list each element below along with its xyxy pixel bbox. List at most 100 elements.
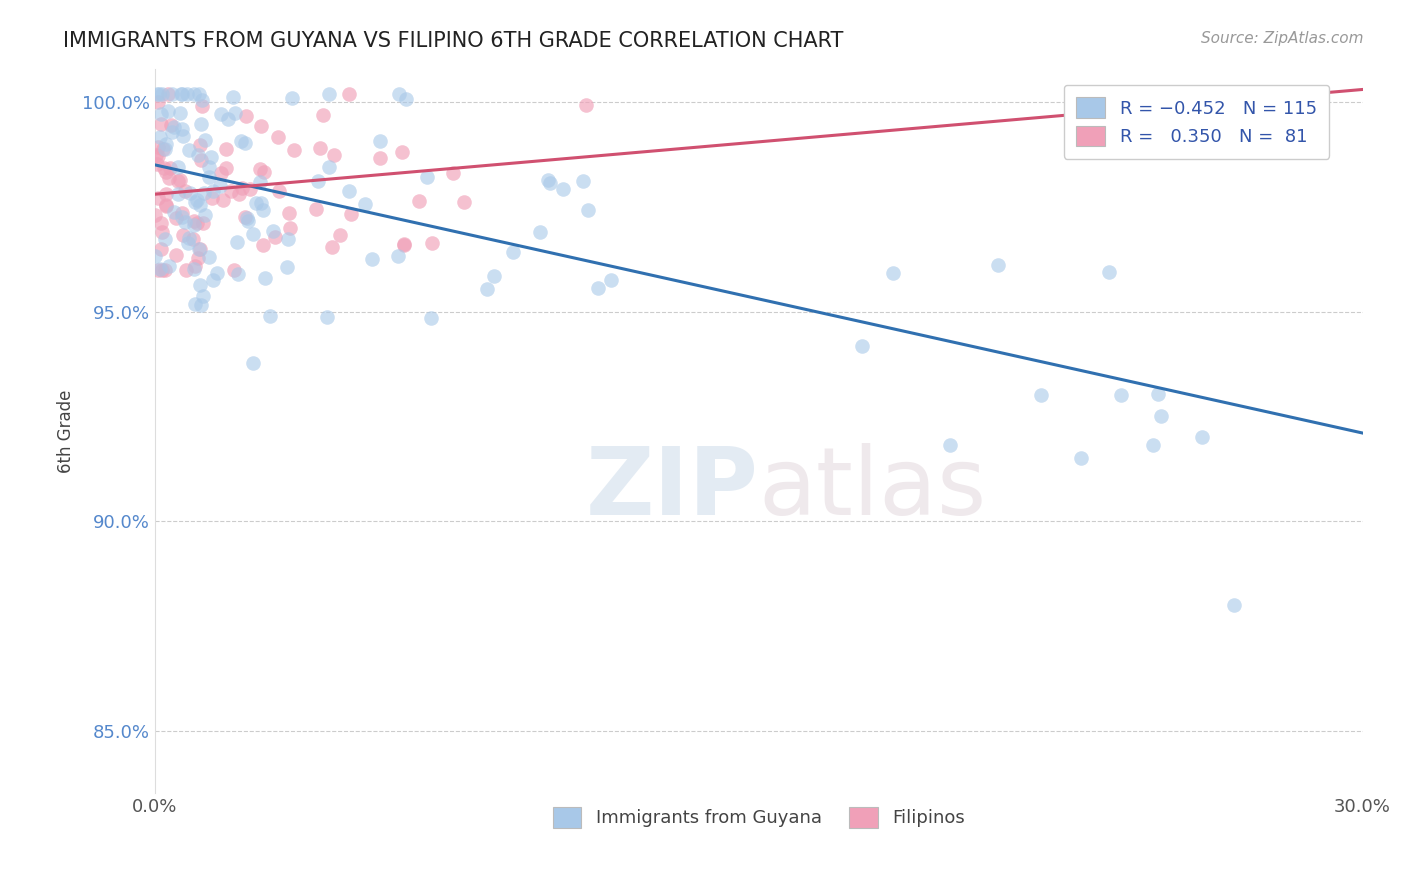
Point: [575, 98, 598, 112]
Point: [157, 103, 180, 118]
Point: [475, 282, 498, 296]
Point: [157, 170, 180, 185]
Point: [278, 206, 301, 220]
Point: [155, 165, 177, 179]
Point: [572, 174, 595, 188]
Point: [173, 184, 195, 198]
Point: [197, 169, 219, 184]
Point: [315, 310, 337, 324]
Point: [172, 210, 194, 224]
Point: [340, 206, 363, 220]
Point: [183, 261, 205, 276]
Point: [250, 119, 273, 133]
Point: [529, 226, 551, 240]
Point: [280, 91, 302, 105]
Point: [186, 216, 208, 230]
Point: [276, 260, 298, 274]
Legend: Immigrants from Guyana, Filipinos: Immigrants from Guyana, Filipinos: [546, 800, 972, 835]
Point: [150, 117, 173, 131]
Point: [337, 87, 360, 101]
Point: [184, 195, 207, 210]
Point: [391, 145, 413, 159]
Point: [190, 298, 212, 312]
Point: [177, 231, 200, 245]
Point: [249, 175, 271, 189]
Point: [143, 208, 166, 222]
Point: [159, 161, 181, 176]
Point: [149, 262, 172, 277]
Point: [162, 125, 184, 139]
Point: [188, 242, 211, 256]
Text: Source: ZipAtlas.com: Source: ZipAtlas.com: [1201, 31, 1364, 46]
Point: [224, 262, 246, 277]
Point: [167, 174, 190, 188]
Point: [217, 112, 239, 127]
Point: [190, 153, 212, 167]
Point: [155, 186, 177, 201]
Point: [233, 136, 256, 150]
Point: [1142, 437, 1164, 451]
Point: [226, 235, 249, 249]
Point: [215, 161, 238, 176]
Point: [239, 182, 262, 196]
Point: [600, 273, 623, 287]
Point: [482, 268, 505, 283]
Point: [146, 95, 169, 109]
Point: [152, 161, 174, 176]
Point: [150, 225, 173, 239]
Point: [252, 165, 274, 179]
Point: [148, 262, 170, 277]
Point: [231, 181, 253, 195]
Point: [181, 232, 204, 246]
Point: [337, 185, 360, 199]
Point: [155, 197, 177, 211]
Point: [191, 94, 214, 108]
Point: [190, 117, 212, 131]
Point: [395, 93, 418, 107]
Point: [1109, 388, 1132, 402]
Point: [146, 87, 169, 101]
Point: [420, 311, 443, 326]
Point: [262, 224, 284, 238]
Point: [193, 215, 215, 229]
Point: [312, 108, 335, 122]
Point: [148, 149, 170, 163]
Point: [882, 267, 904, 281]
Point: [146, 157, 169, 171]
Point: [179, 186, 201, 200]
Point: [283, 143, 305, 157]
Point: [193, 186, 215, 201]
Point: [252, 202, 274, 217]
Point: [228, 186, 250, 201]
Point: [235, 109, 257, 123]
Point: [361, 252, 384, 267]
Point: [252, 238, 274, 252]
Point: [187, 148, 209, 162]
Point: [150, 262, 173, 277]
Point: [170, 87, 193, 101]
Text: atlas: atlas: [759, 443, 987, 535]
Point: [166, 160, 188, 174]
Point: [152, 142, 174, 156]
Point: [187, 87, 209, 101]
Point: [245, 196, 267, 211]
Point: [157, 87, 180, 101]
Point: [194, 208, 217, 222]
Point: [197, 250, 219, 264]
Point: [200, 149, 222, 163]
Point: [149, 130, 172, 145]
Point: [242, 356, 264, 370]
Point: [198, 160, 221, 174]
Text: IMMIGRANTS FROM GUYANA VS FILIPINO 6TH GRADE CORRELATION CHART: IMMIGRANTS FROM GUYANA VS FILIPINO 6TH G…: [63, 31, 844, 51]
Point: [323, 148, 346, 162]
Point: [163, 204, 186, 219]
Point: [537, 173, 560, 187]
Point: [233, 211, 256, 225]
Point: [187, 242, 209, 256]
Point: [165, 248, 187, 262]
Point: [193, 289, 215, 303]
Point: [309, 141, 332, 155]
Point: [267, 184, 290, 198]
Point: [408, 194, 430, 208]
Point: [201, 184, 224, 198]
